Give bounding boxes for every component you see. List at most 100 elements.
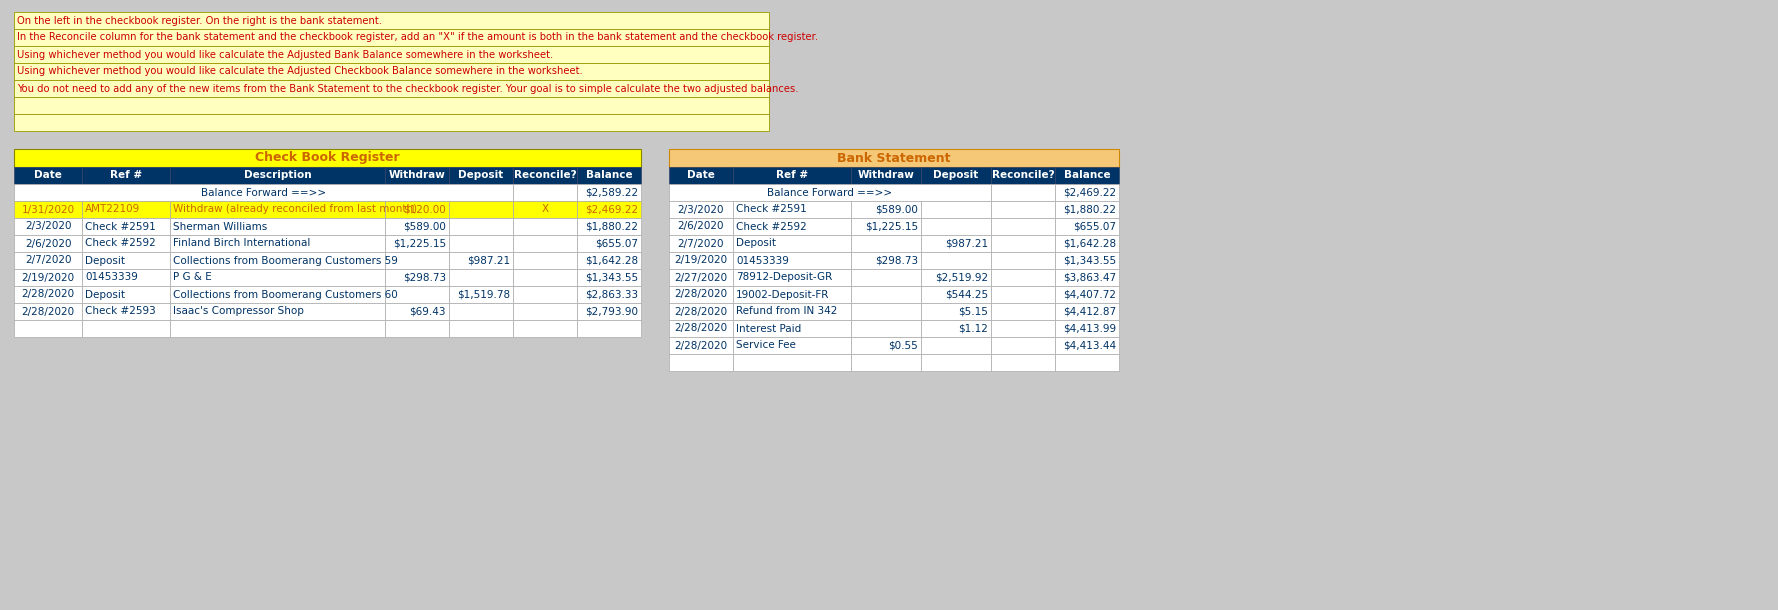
Text: Withdraw: Withdraw	[857, 171, 914, 181]
Bar	[1054, 252, 1118, 269]
Text: Check #2591: Check #2591	[736, 204, 807, 215]
Bar	[852, 218, 921, 235]
Text: Check #2592: Check #2592	[736, 221, 807, 232]
Bar	[82, 303, 171, 320]
Text: $1,225.15: $1,225.15	[393, 239, 446, 248]
Text: 2/3/2020: 2/3/2020	[25, 221, 71, 232]
Text: 2/28/2020: 2/28/2020	[674, 306, 727, 317]
Bar	[14, 80, 770, 97]
Text: $2,469.22: $2,469.22	[585, 204, 638, 215]
Bar	[171, 320, 386, 337]
Text: 19002-Deposit-FR: 19002-Deposit-FR	[736, 290, 829, 300]
Bar	[990, 201, 1054, 218]
Bar	[669, 269, 733, 286]
Text: 2/7/2020: 2/7/2020	[25, 256, 71, 265]
Bar	[578, 218, 642, 235]
Bar	[990, 337, 1054, 354]
Bar	[14, 269, 82, 286]
Bar	[386, 286, 450, 303]
Bar	[852, 337, 921, 354]
Text: $4,413.99: $4,413.99	[1063, 323, 1117, 334]
Text: $655.07: $655.07	[1072, 221, 1117, 232]
Bar	[578, 286, 642, 303]
Bar	[14, 149, 642, 167]
Text: Check Book Register: Check Book Register	[256, 151, 400, 165]
Bar	[990, 167, 1054, 184]
Text: Interest Paid: Interest Paid	[736, 323, 802, 334]
Text: $69.43: $69.43	[409, 306, 446, 317]
Bar	[450, 252, 514, 269]
Text: You do not need to add any of the new items from the Bank Statement to the check: You do not need to add any of the new it…	[18, 84, 798, 93]
Bar	[82, 218, 171, 235]
Bar	[578, 320, 642, 337]
Bar	[514, 269, 578, 286]
Bar	[990, 269, 1054, 286]
Text: Isaac's Compressor Shop: Isaac's Compressor Shop	[172, 306, 304, 317]
Bar	[171, 286, 386, 303]
Bar	[990, 252, 1054, 269]
Text: $2,589.22: $2,589.22	[585, 187, 638, 198]
Text: $1,343.55: $1,343.55	[1063, 256, 1117, 265]
Bar	[171, 252, 386, 269]
Bar	[14, 184, 514, 201]
Text: Deposit: Deposit	[933, 171, 978, 181]
Text: Check #2591: Check #2591	[85, 221, 156, 232]
Text: Check #2592: Check #2592	[85, 239, 156, 248]
Bar	[733, 252, 852, 269]
Text: $987.21: $987.21	[468, 256, 510, 265]
Bar	[386, 201, 450, 218]
Bar	[921, 303, 990, 320]
Bar	[578, 269, 642, 286]
Text: Using whichever method you would like calculate the Adjusted Checkbook Balance s: Using whichever method you would like ca…	[18, 66, 583, 76]
Bar	[733, 354, 852, 371]
Bar	[852, 235, 921, 252]
Bar	[990, 303, 1054, 320]
Text: Balance: Balance	[1063, 171, 1109, 181]
Bar	[450, 269, 514, 286]
Bar	[82, 269, 171, 286]
Text: 1/31/2020: 1/31/2020	[21, 204, 75, 215]
Bar	[82, 201, 171, 218]
Bar	[578, 252, 642, 269]
Bar	[514, 252, 578, 269]
Text: $298.73: $298.73	[404, 273, 446, 282]
Bar	[669, 235, 733, 252]
Text: Balance Forward ==>>: Balance Forward ==>>	[201, 187, 325, 198]
Bar	[386, 320, 450, 337]
Bar	[852, 167, 921, 184]
Bar	[990, 354, 1054, 371]
Text: Balance: Balance	[585, 171, 633, 181]
Bar	[171, 303, 386, 320]
Text: $4,412.87: $4,412.87	[1063, 306, 1117, 317]
Bar	[921, 354, 990, 371]
Text: $1.12: $1.12	[958, 323, 989, 334]
Bar	[852, 252, 921, 269]
Bar	[514, 167, 578, 184]
Text: 2/6/2020: 2/6/2020	[677, 221, 724, 232]
Text: Check #2593: Check #2593	[85, 306, 156, 317]
Bar	[990, 218, 1054, 235]
Text: $2,793.90: $2,793.90	[585, 306, 638, 317]
Text: 2/7/2020: 2/7/2020	[677, 239, 724, 248]
Bar	[921, 201, 990, 218]
Bar	[386, 167, 450, 184]
Bar	[450, 218, 514, 235]
Text: $120.00: $120.00	[404, 204, 446, 215]
Text: Using whichever method you would like calculate the Adjusted Bank Balance somewh: Using whichever method you would like ca…	[18, 49, 553, 60]
Bar	[386, 218, 450, 235]
Text: 2/28/2020: 2/28/2020	[21, 306, 75, 317]
Text: $5.15: $5.15	[958, 306, 989, 317]
Text: $1,642.28: $1,642.28	[1063, 239, 1117, 248]
Bar	[171, 269, 386, 286]
Bar	[1054, 354, 1118, 371]
Bar	[733, 167, 852, 184]
Bar	[171, 218, 386, 235]
Text: Withdraw: Withdraw	[389, 171, 446, 181]
Text: Deposit: Deposit	[85, 256, 124, 265]
Bar	[386, 252, 450, 269]
Bar	[514, 303, 578, 320]
Bar	[14, 252, 82, 269]
Bar	[386, 269, 450, 286]
Text: 2/28/2020: 2/28/2020	[674, 323, 727, 334]
Bar	[514, 201, 578, 218]
